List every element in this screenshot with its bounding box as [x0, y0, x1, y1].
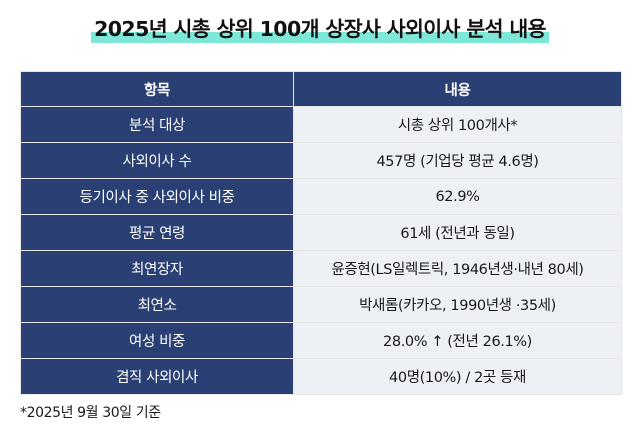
table-row: 여성 비중 28.0% ↑ (전년 26.1%) [20, 322, 622, 359]
row-value: 윤증현(LS일렉트릭, 1946년생·내년 80세) [293, 250, 622, 287]
row-label: 여성 비중 [20, 322, 294, 359]
table-row: 겸직 사외이사 40명(10%) / 2곳 등재 [20, 358, 622, 395]
header-content: 내용 [293, 71, 622, 107]
row-value: 28.0% ↑ (전년 26.1%) [293, 322, 622, 359]
footnote: *2025년 9월 30일 기준 [20, 405, 161, 421]
row-value: 61세 (전년과 동일) [293, 214, 622, 251]
row-value: 40명(10%) / 2곳 등재 [293, 358, 622, 395]
page-title-text: 2025년 시총 상위 100개 상장사 사외이사 분석 내용 [94, 17, 546, 41]
header-item: 항목 [20, 71, 294, 107]
table-row: 평균 연령 61세 (전년과 동일) [20, 214, 622, 251]
table-row: 사외이사 수 457명 (기업당 평균 4.6명) [20, 142, 622, 179]
table-row: 최연소 박새롬(카카오, 1990년생 ·35세) [20, 286, 622, 323]
table-header-row: 항목 내용 [20, 71, 622, 107]
row-value: 박새롬(카카오, 1990년생 ·35세) [293, 286, 622, 323]
row-value: 62.9% [293, 178, 622, 215]
row-label: 평균 연령 [20, 214, 294, 251]
table-row: 등기이사 중 사외이사 비중 62.9% [20, 178, 622, 215]
table-row: 분석 대상 시총 상위 100개사* [20, 106, 622, 143]
row-label: 분석 대상 [20, 106, 294, 143]
page-title: 2025년 시총 상위 100개 상장사 사외이사 분석 내용 [91, 14, 549, 44]
row-label: 겸직 사외이사 [20, 358, 294, 395]
row-label: 최연소 [20, 286, 294, 323]
row-label: 최연장자 [20, 250, 294, 287]
table-row: 최연장자 윤증현(LS일렉트릭, 1946년생·내년 80세) [20, 250, 622, 287]
row-label: 등기이사 중 사외이사 비중 [20, 178, 294, 215]
row-value: 457명 (기업당 평균 4.6명) [293, 142, 622, 179]
title-highlight [91, 32, 549, 43]
row-label: 사외이사 수 [20, 142, 294, 179]
analysis-table: 항목 내용 분석 대상 시총 상위 100개사* 사외이사 수 457명 (기업… [20, 71, 622, 395]
title-area: 2025년 시총 상위 100개 상장사 사외이사 분석 내용 [0, 14, 640, 44]
row-value: 시총 상위 100개사* [293, 106, 622, 143]
